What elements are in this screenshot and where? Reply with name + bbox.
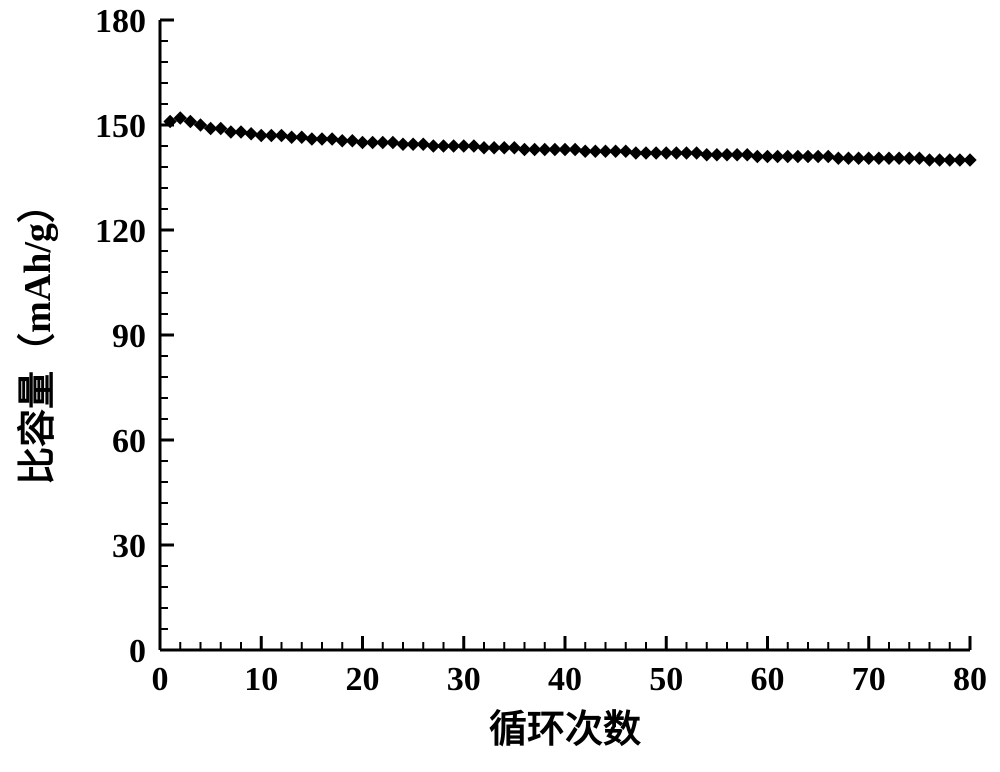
data-point (296, 131, 308, 143)
data-point (964, 154, 976, 166)
x-tick-label: 80 (953, 661, 987, 698)
data-point (387, 137, 399, 149)
x-tick-label: 30 (447, 661, 481, 698)
x-tick-label: 50 (649, 661, 683, 698)
x-tick-label: 20 (346, 661, 380, 698)
y-tick-label: 30 (112, 528, 146, 565)
data-point (569, 144, 581, 156)
data-point (822, 151, 834, 163)
y-tick-label: 150 (95, 108, 146, 145)
data-point (508, 142, 520, 154)
data-point (913, 152, 925, 164)
y-tick-label: 90 (112, 318, 146, 355)
data-point (691, 147, 703, 159)
capacity-cycle-chart: 0 10 20 30 40 50 60 70 80 循环次数 0 30 60 90 120 150 180 比容量… (0, 0, 1000, 772)
data-point (417, 138, 429, 150)
x-axis-title: 循环次数 (489, 709, 641, 751)
data-point (741, 149, 753, 161)
data-point (620, 145, 632, 157)
data-point (346, 135, 358, 147)
y-axis-title: 比容量（mAh/g） (17, 185, 59, 485)
y-tick-label: 60 (112, 423, 146, 460)
data-point (468, 140, 480, 152)
y-tick-label: 180 (95, 3, 146, 40)
x-tick-label: 70 (852, 661, 886, 698)
x-tick-label: 60 (751, 661, 785, 698)
x-tick-label: 0 (152, 661, 169, 698)
data-point (235, 126, 247, 138)
chart-container: 0 10 20 30 40 50 60 70 80 循环次数 0 30 60 90 120 150 180 比容量… (0, 0, 1000, 772)
data-point (326, 133, 338, 145)
y-tick-label: 120 (95, 213, 146, 250)
data-point (245, 128, 257, 140)
data-point (276, 130, 288, 142)
y-tick-label: 0 (129, 633, 146, 670)
x-tick-label: 10 (244, 661, 278, 698)
x-tick-label: 40 (548, 661, 582, 698)
